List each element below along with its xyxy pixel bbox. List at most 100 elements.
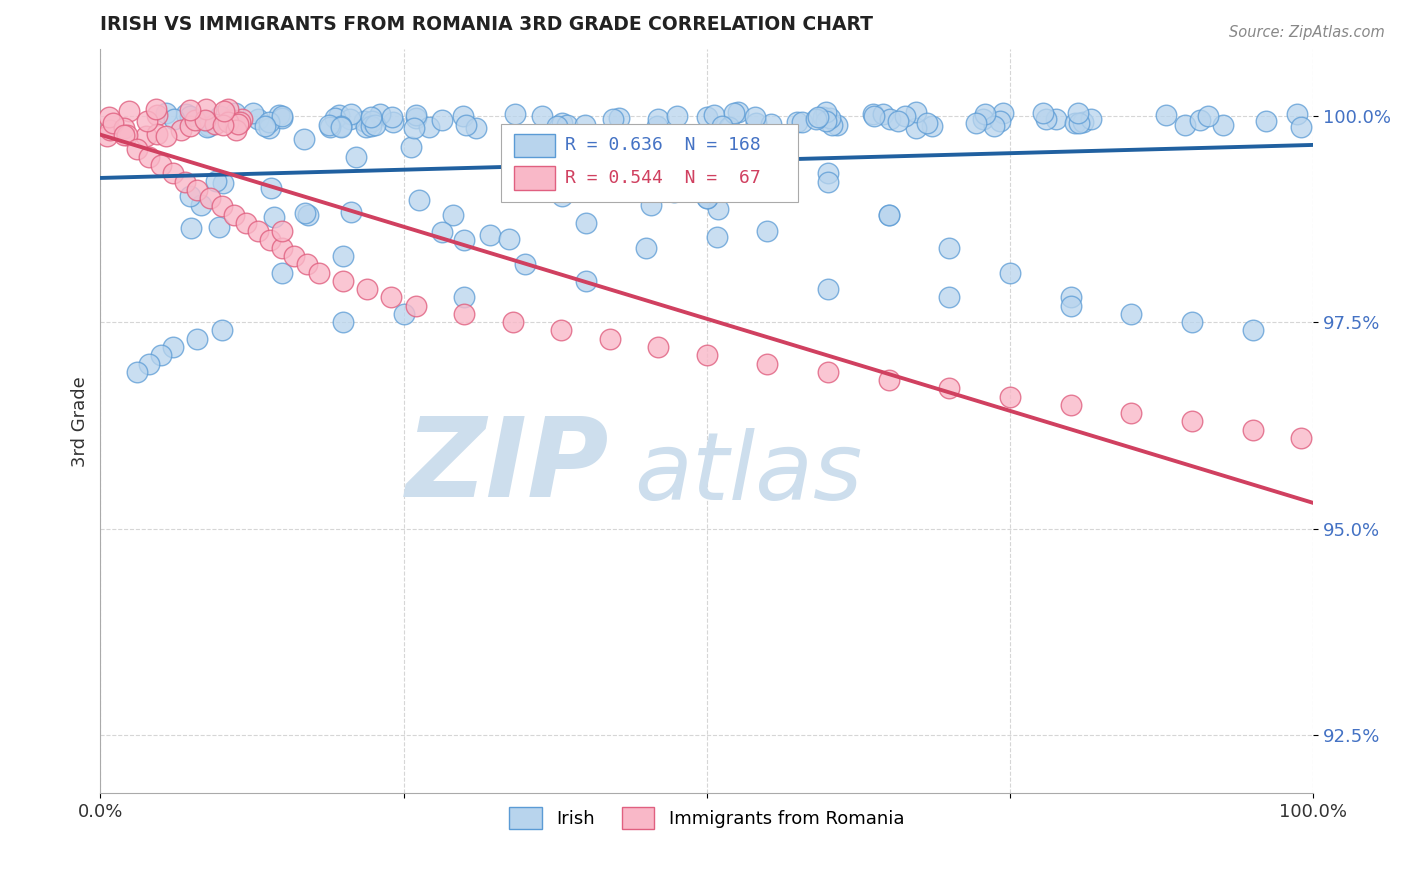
Point — [1154, 108, 1177, 122]
Point — [703, 108, 725, 122]
Point — [246, 112, 269, 126]
Point — [125, 365, 148, 379]
Point — [354, 120, 377, 134]
Point — [696, 348, 718, 362]
Point — [983, 120, 1005, 134]
Point — [211, 119, 233, 133]
Point — [332, 249, 354, 263]
Point — [915, 116, 938, 130]
Text: ZIP: ZIP — [406, 412, 610, 519]
Point — [145, 103, 167, 117]
Point — [574, 274, 596, 288]
Point — [211, 323, 233, 337]
Point — [381, 115, 404, 129]
Point — [295, 257, 318, 271]
Point — [817, 175, 839, 189]
Point — [125, 142, 148, 156]
Point — [194, 113, 217, 128]
Point — [212, 177, 235, 191]
FancyBboxPatch shape — [501, 124, 797, 202]
Point — [101, 116, 124, 130]
Point — [921, 119, 943, 133]
Point — [155, 106, 177, 120]
Point — [392, 307, 415, 321]
Point — [430, 113, 453, 128]
Point — [408, 193, 430, 207]
Point — [806, 112, 828, 126]
Point — [235, 216, 257, 230]
Point — [1060, 398, 1083, 412]
Legend: Irish, Immigrants from Romania: Irish, Immigrants from Romania — [502, 800, 911, 837]
Point — [998, 266, 1021, 280]
Point — [162, 166, 184, 180]
Point — [441, 209, 464, 223]
Point — [330, 119, 353, 133]
Point — [821, 118, 844, 132]
Point — [271, 266, 294, 280]
Point — [761, 117, 783, 131]
Point — [283, 249, 305, 263]
Point — [381, 110, 404, 124]
Point — [226, 118, 249, 132]
Point — [356, 282, 378, 296]
Point — [97, 110, 120, 124]
Point — [1174, 118, 1197, 132]
Point — [814, 104, 837, 119]
Point — [756, 142, 779, 156]
Point — [988, 114, 1011, 128]
Point — [96, 128, 118, 143]
Point — [115, 128, 138, 142]
Point — [602, 112, 624, 127]
Point — [551, 116, 574, 130]
Y-axis label: 3rd Grade: 3rd Grade — [72, 376, 89, 467]
Point — [186, 332, 208, 346]
Point — [1064, 115, 1087, 129]
Point — [696, 191, 718, 205]
Point — [1121, 307, 1143, 321]
Point — [332, 274, 354, 288]
Point — [323, 112, 346, 126]
Point — [825, 118, 848, 132]
Text: R = 0.636  N = 168: R = 0.636 N = 168 — [565, 136, 761, 154]
Point — [162, 340, 184, 354]
Point — [271, 241, 294, 255]
Point — [198, 119, 221, 133]
Point — [877, 208, 900, 222]
Point — [170, 122, 193, 136]
Point — [118, 103, 141, 118]
Point — [308, 266, 330, 280]
Point — [454, 118, 477, 132]
Point — [217, 115, 239, 129]
Point — [364, 118, 387, 132]
Point — [707, 202, 730, 216]
Point — [318, 118, 340, 132]
Point — [744, 110, 766, 124]
Point — [744, 116, 766, 130]
Point — [225, 123, 247, 137]
Point — [205, 174, 228, 188]
Point — [112, 120, 135, 135]
Point — [877, 373, 900, 387]
Point — [616, 160, 638, 174]
Point — [817, 365, 839, 379]
FancyBboxPatch shape — [515, 166, 555, 190]
Point — [706, 229, 728, 244]
Point — [1241, 323, 1264, 337]
Point — [208, 109, 231, 123]
Point — [231, 112, 253, 127]
Point — [1212, 118, 1234, 132]
Point — [647, 112, 669, 126]
Point — [150, 348, 173, 362]
Point — [339, 112, 361, 126]
Point — [1060, 290, 1083, 304]
Point — [817, 166, 839, 180]
Point — [665, 108, 688, 122]
Point — [886, 113, 908, 128]
Point — [254, 119, 277, 133]
Point — [451, 109, 474, 123]
Point — [546, 119, 568, 133]
Point — [219, 112, 242, 127]
Point — [815, 114, 838, 128]
Point — [214, 104, 236, 119]
Point — [1181, 414, 1204, 428]
